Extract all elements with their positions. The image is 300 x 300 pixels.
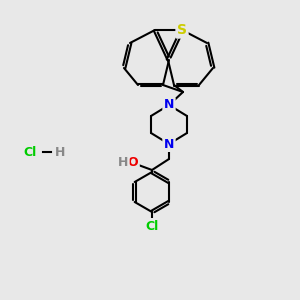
Text: O: O	[128, 157, 138, 169]
Text: H: H	[118, 157, 128, 169]
Text: N: N	[164, 98, 174, 112]
Text: Cl: Cl	[23, 146, 37, 158]
Text: N: N	[164, 137, 174, 151]
Text: S: S	[177, 23, 187, 37]
Text: Cl: Cl	[146, 220, 159, 232]
Text: H: H	[55, 146, 65, 158]
